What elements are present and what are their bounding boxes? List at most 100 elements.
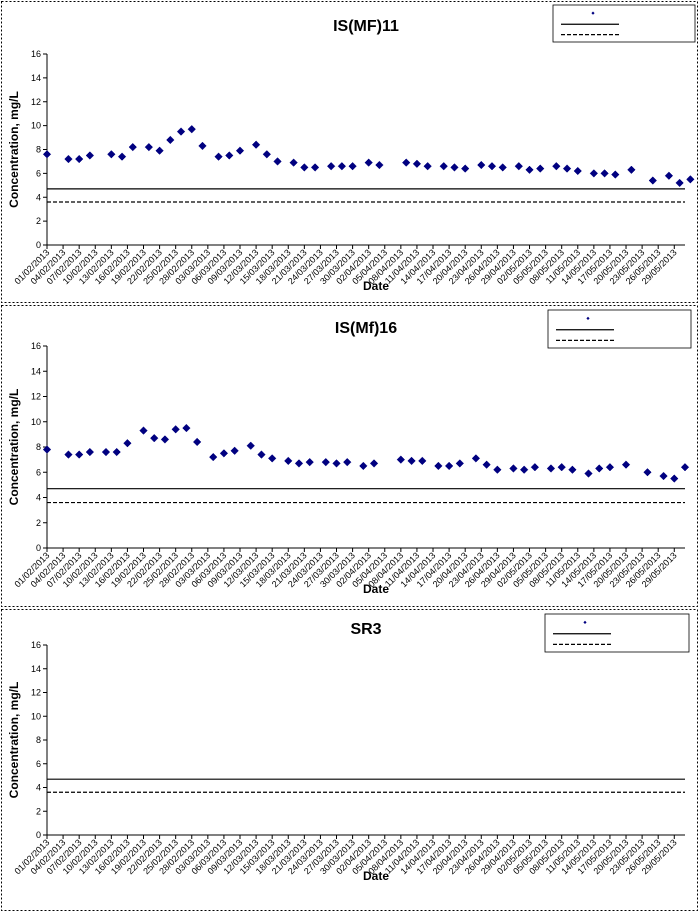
data-point bbox=[434, 461, 443, 471]
y-tick-label: 16 bbox=[31, 640, 41, 650]
y-tick-label: 4 bbox=[36, 783, 41, 793]
y-axis-title: Concentration, mg/L bbox=[7, 389, 21, 506]
data-point bbox=[600, 169, 609, 178]
data-point bbox=[552, 162, 561, 171]
data-point bbox=[150, 434, 159, 443]
legend-marker bbox=[591, 11, 595, 15]
data-point bbox=[664, 171, 674, 180]
data-point bbox=[514, 162, 523, 171]
data-point bbox=[686, 175, 695, 184]
data-point bbox=[198, 141, 207, 151]
data-point bbox=[611, 170, 620, 179]
data-point bbox=[214, 152, 223, 161]
x-axis-title: Date bbox=[363, 279, 389, 293]
y-tick-label: 8 bbox=[36, 735, 41, 745]
y-tick-label: 0 bbox=[36, 240, 41, 250]
data-point bbox=[300, 163, 309, 172]
data-point bbox=[64, 450, 73, 459]
data-point bbox=[225, 151, 234, 160]
data-point bbox=[568, 465, 577, 474]
data-point bbox=[584, 469, 593, 478]
y-axis-title: Concentration, mg/L bbox=[7, 91, 21, 208]
data-point bbox=[123, 439, 132, 448]
data-point bbox=[487, 162, 497, 171]
y-tick-label: 12 bbox=[31, 97, 41, 107]
legend-marker bbox=[586, 316, 590, 320]
data-point bbox=[160, 435, 170, 444]
data-point bbox=[520, 465, 529, 474]
chart-title: SR3 bbox=[350, 621, 381, 638]
data-point bbox=[680, 463, 690, 472]
x-axis-title: Date bbox=[363, 582, 389, 596]
data-point bbox=[85, 447, 95, 457]
y-tick-label: 16 bbox=[31, 49, 41, 59]
data-point bbox=[444, 461, 454, 471]
data-point bbox=[128, 142, 137, 152]
data-point bbox=[192, 437, 202, 447]
data-point bbox=[326, 162, 336, 171]
y-tick-label: 10 bbox=[31, 121, 41, 131]
data-point bbox=[375, 160, 384, 170]
data-point bbox=[305, 457, 314, 467]
data-point bbox=[101, 447, 111, 457]
data-point bbox=[42, 445, 52, 454]
y-tick-label: 10 bbox=[31, 417, 41, 427]
data-point bbox=[257, 450, 266, 459]
data-point bbox=[530, 463, 540, 472]
data-point bbox=[482, 460, 491, 469]
data-point bbox=[139, 426, 148, 435]
data-point bbox=[498, 163, 507, 172]
y-tick-label: 8 bbox=[36, 145, 41, 155]
data-point bbox=[235, 146, 245, 155]
y-tick-label: 12 bbox=[31, 392, 41, 402]
data-point bbox=[418, 456, 427, 466]
data-point bbox=[627, 165, 636, 174]
data-point bbox=[348, 162, 357, 171]
y-tick-label: 2 bbox=[36, 518, 41, 528]
data-point bbox=[107, 150, 116, 159]
data-point bbox=[659, 471, 668, 481]
y-tick-label: 4 bbox=[36, 493, 41, 503]
data-point bbox=[75, 450, 84, 459]
data-point bbox=[675, 178, 684, 188]
data-point bbox=[209, 452, 218, 462]
data-point bbox=[219, 449, 229, 458]
legend-box bbox=[547, 309, 692, 349]
data-point bbox=[461, 164, 470, 173]
data-point bbox=[246, 441, 255, 450]
data-point bbox=[536, 164, 545, 173]
data-point bbox=[648, 176, 657, 185]
data-point bbox=[273, 157, 282, 166]
data-point bbox=[262, 150, 271, 159]
data-point bbox=[268, 454, 277, 463]
data-point bbox=[166, 135, 175, 145]
legend-marker bbox=[583, 620, 587, 624]
data-point bbox=[75, 154, 84, 164]
chart-title: IS(MF)11 bbox=[333, 18, 399, 35]
data-point bbox=[284, 456, 293, 466]
data-point bbox=[155, 146, 164, 155]
data-point bbox=[509, 464, 518, 473]
data-point bbox=[605, 463, 615, 472]
data-point bbox=[525, 165, 534, 174]
data-point bbox=[364, 158, 373, 167]
y-tick-label: 6 bbox=[36, 759, 41, 769]
data-point bbox=[407, 456, 416, 466]
chart-frame bbox=[1, 305, 698, 607]
data-point bbox=[562, 164, 572, 173]
data-point bbox=[321, 457, 330, 467]
data-point bbox=[546, 464, 556, 473]
data-point bbox=[423, 162, 432, 171]
data-point bbox=[310, 163, 320, 172]
data-point bbox=[589, 169, 599, 178]
chart-title: IS(Mf)16 bbox=[335, 320, 397, 337]
y-tick-label: 14 bbox=[31, 664, 41, 674]
data-point bbox=[251, 140, 261, 149]
data-point bbox=[176, 127, 186, 136]
data-point bbox=[396, 455, 406, 464]
x-axis-title: Date bbox=[363, 869, 389, 883]
data-point bbox=[455, 459, 464, 468]
data-point bbox=[289, 158, 298, 167]
